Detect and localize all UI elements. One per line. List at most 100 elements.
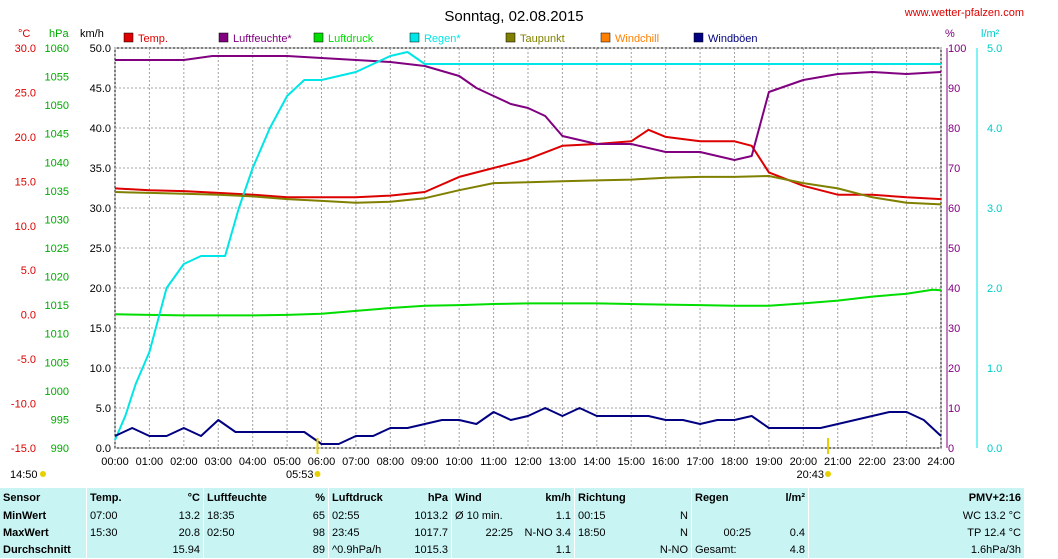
pressure-tick-label: 1015 [45, 300, 69, 312]
header-humidity: Luftfeuchte [203, 488, 270, 507]
wind-tick-label: 25.0 [90, 243, 111, 255]
pressure-value: 1015.3 [414, 543, 448, 556]
series-line-humidity [115, 55, 942, 161]
temp-tick-label: 0.0 [21, 310, 36, 322]
x-tick-label: 15:00 [617, 456, 645, 468]
rain-label: Gesamt: [691, 541, 754, 558]
pressure-value: 1013.2 [414, 509, 448, 522]
pressure-time: 23:45 [328, 524, 397, 541]
legend-swatch-rain [409, 32, 420, 43]
x-tick-label: 16:00 [652, 456, 680, 468]
rain-value: 4.8 [789, 543, 805, 556]
x-tick-label: 14:00 [583, 456, 611, 468]
x-tick-label: 19:00 [755, 456, 783, 468]
temp-tick-label: 15.0 [15, 176, 36, 188]
wind-value: 1.1 [555, 543, 571, 556]
temp-tick-label: 20.0 [15, 132, 36, 144]
x-tick-label: 20:00 [790, 456, 818, 468]
temp-tick-label: -10.0 [11, 399, 36, 411]
left-axes: 30.0 25.0 20.0 15.0 10.0 5.0 0.0 -5.0 -10.0 -15.0… [11, 43, 111, 455]
rain-tick-label: 2.0 [987, 283, 1002, 295]
humidity-value: 89 [312, 543, 325, 556]
humidity-tick-label: 90 [948, 83, 960, 95]
x-tick-label: 12:00 [514, 456, 542, 468]
sunset-sun-icon [824, 471, 831, 477]
x-tick-label: 22:00 [858, 456, 886, 468]
pressure-time: 02:55 [328, 507, 397, 524]
pressure-tick-label: 1050 [45, 100, 69, 112]
x-tick-label: 04:00 [239, 456, 267, 468]
wind-tick-label: 45.0 [90, 83, 111, 95]
x-tick-label: 18:00 [721, 456, 749, 468]
website-link[interactable]: www.wetter-pfalzen.com [904, 7, 1024, 19]
pressure-tick-label: 1060 [45, 43, 69, 55]
x-tick-label: 17:00 [686, 456, 714, 468]
wind-tick-label: 10.0 [90, 363, 111, 375]
legend-label-humidity: Luftfeuchte* [233, 33, 292, 45]
humidity-tick-label: 60 [948, 203, 960, 215]
header-temp: Temp. [86, 488, 153, 507]
pressure-tick-label: 1010 [45, 329, 69, 341]
weather-chart: Sonntag, 02.08.2015 www.wetter-pfalzen.c… [10, 7, 1024, 481]
chart-legend: Temp. Luftfeuchte* Luftdruck Regen* Taupunkt… [123, 32, 758, 45]
series-line-dewpoint [114, 175, 942, 206]
sunset-time-label: 20:43 [796, 469, 824, 481]
header-pmv: PMV+2:16 [808, 488, 1024, 507]
legend-swatch-gusts [693, 32, 704, 43]
temp-time: 15:30 [86, 524, 153, 541]
header-rain: Regen [691, 488, 754, 507]
sunrise-sun-icon [314, 471, 321, 477]
humidity-tick-label: 20 [948, 363, 960, 375]
x-tick-label: 11:00 [480, 456, 507, 468]
daylength-sun-icon [40, 471, 46, 477]
series-lines [114, 51, 942, 445]
wind-tick-label: 30.0 [90, 203, 111, 215]
rain-tick-label: 3.0 [987, 203, 1002, 215]
humidity-tick-label: 10 [948, 403, 960, 415]
temp-value: 13.2 [178, 509, 200, 522]
pressure-tick-label: 995 [51, 414, 69, 426]
x-tick-label: 23:00 [893, 456, 921, 468]
wind-tick-label: 50.0 [90, 43, 111, 55]
x-tick-label: 07:00 [342, 456, 370, 468]
pressure-value: 1017.7 [414, 526, 448, 539]
temp-time: 07:00 [86, 507, 153, 524]
wind-label: 22:25 [451, 524, 516, 541]
axis-unit-labels: °C hPa km/h % l/m² [18, 28, 1000, 40]
humidity-value: 98 [312, 526, 325, 539]
stats-row-max: MaxWert 15:30 20.8 02:50 98 23:45 1017.7… [0, 524, 1024, 541]
rain-tick-label: 4.0 [987, 123, 1002, 135]
pressure-tick-label: 1000 [45, 386, 69, 398]
legend-label-windchill: Windchill [615, 33, 659, 45]
pmv-value: TP 12.4 °C [808, 524, 1024, 541]
header-pressure-unit: hPa [427, 491, 448, 504]
legend-swatch-pressure [313, 32, 324, 43]
pressure-tick-label: 1055 [45, 72, 69, 84]
chart-grid [114, 47, 942, 449]
pressure-tick-label: 1030 [45, 214, 69, 226]
wind-tick-label: 15.0 [90, 323, 111, 335]
header-sensor: Sensor [3, 491, 41, 504]
humidity-time: 02:50 [203, 524, 270, 541]
rain-tick-label: 0.0 [987, 443, 1002, 455]
pressure-tick-label: 1020 [45, 272, 69, 284]
rain-time [691, 507, 754, 524]
rain-tick-label: 5.0 [987, 43, 1002, 55]
header-rain-unit: l/m² [785, 491, 805, 504]
x-tick-label: 00:00 [101, 456, 129, 468]
x-tick-label: 13:00 [549, 456, 577, 468]
humidity-tick-label: 40 [948, 283, 960, 295]
wind-label [451, 541, 516, 558]
rain-time: 00:25 [691, 524, 754, 541]
statistics-panel: Sensor Temp. °C Luftfeuchte % Luftdruck … [0, 488, 1024, 558]
humidity-tick-label: 50 [948, 243, 960, 255]
x-tick-label: 24:00 [927, 456, 955, 468]
temp-tick-label: 25.0 [15, 87, 36, 99]
x-tick-label: 09:00 [411, 456, 439, 468]
humidity-value: 65 [312, 509, 325, 522]
wind-axis-unit: km/h [80, 28, 104, 40]
humidity-axis-unit: % [945, 28, 955, 40]
series-line-gusts [114, 407, 942, 445]
header-humidity-unit: % [315, 491, 325, 504]
legend-swatch-windchill [600, 32, 611, 43]
